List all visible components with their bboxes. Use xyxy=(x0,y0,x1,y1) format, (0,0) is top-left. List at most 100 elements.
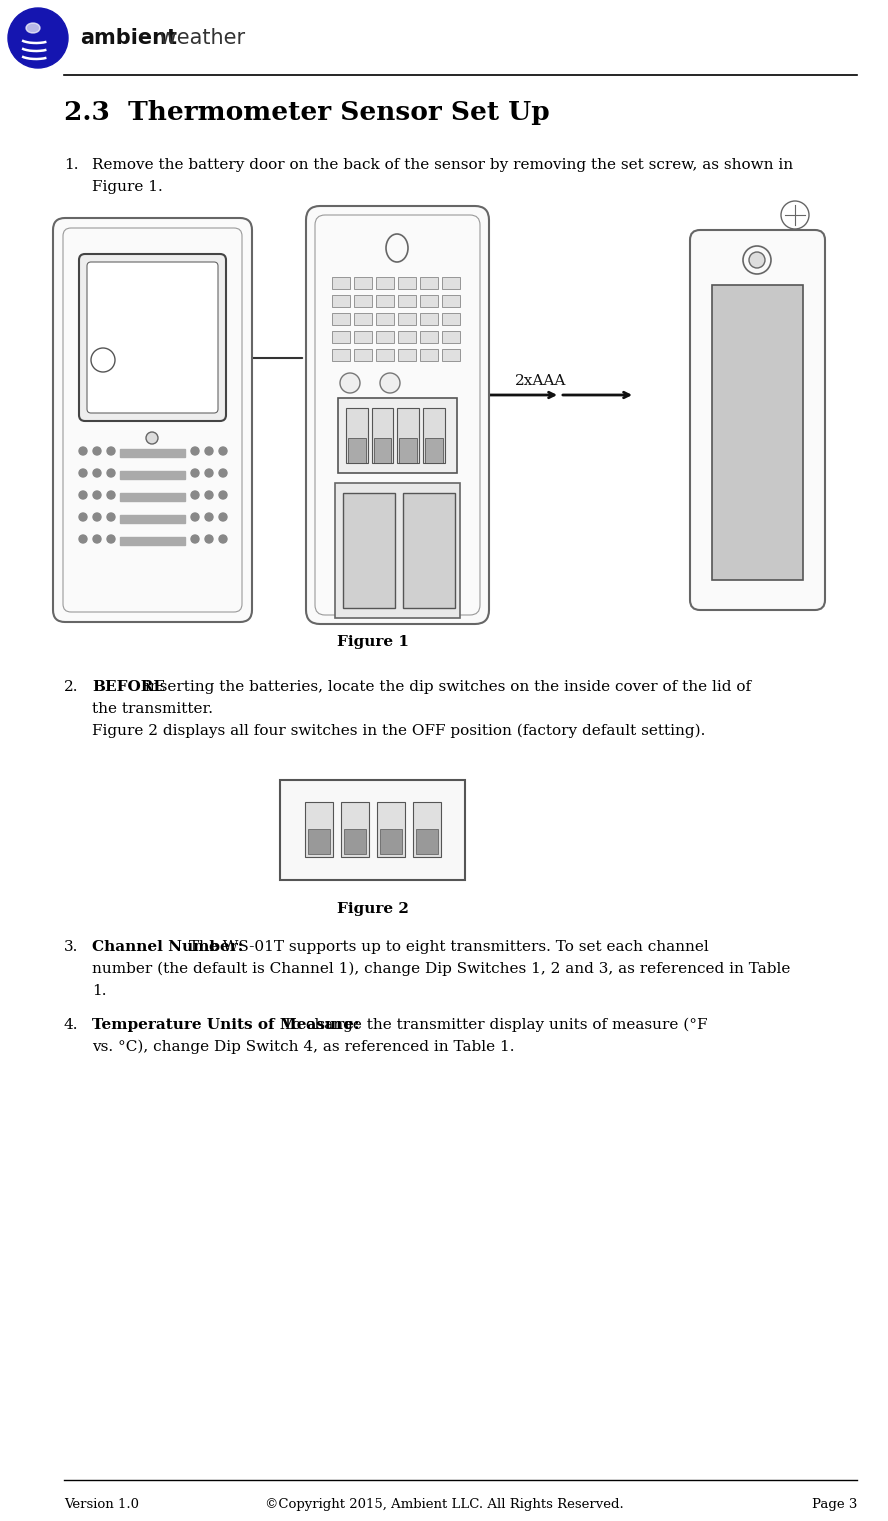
Circle shape xyxy=(79,468,87,478)
Bar xyxy=(442,332,460,344)
Circle shape xyxy=(219,468,227,478)
Bar xyxy=(338,399,457,473)
Circle shape xyxy=(93,535,101,543)
FancyBboxPatch shape xyxy=(690,230,825,610)
Bar xyxy=(354,295,372,307)
Bar xyxy=(344,829,366,853)
Bar xyxy=(376,277,394,289)
Text: Channel Number:: Channel Number: xyxy=(92,940,243,954)
Bar xyxy=(120,493,185,500)
FancyBboxPatch shape xyxy=(87,262,218,414)
Text: Figure 1: Figure 1 xyxy=(337,634,409,649)
Circle shape xyxy=(191,513,199,522)
Text: 1.: 1. xyxy=(92,984,107,998)
Bar xyxy=(308,829,330,853)
Circle shape xyxy=(219,535,227,543)
Bar xyxy=(398,313,416,325)
Bar xyxy=(372,408,393,462)
Circle shape xyxy=(205,513,213,522)
Bar xyxy=(712,284,803,580)
Bar xyxy=(120,472,185,479)
Circle shape xyxy=(191,468,199,478)
Circle shape xyxy=(219,491,227,499)
Bar xyxy=(413,802,441,856)
Text: 3.: 3. xyxy=(64,940,78,954)
Bar xyxy=(420,313,438,325)
Circle shape xyxy=(146,432,158,444)
Circle shape xyxy=(93,468,101,478)
Text: ON: ON xyxy=(344,405,359,415)
Bar xyxy=(420,348,438,360)
Bar xyxy=(376,295,394,307)
Text: ©Copyright 2015, Ambient LLC. All Rights Reserved.: ©Copyright 2015, Ambient LLC. All Rights… xyxy=(265,1498,623,1510)
Circle shape xyxy=(205,468,213,478)
Circle shape xyxy=(93,513,101,522)
Circle shape xyxy=(191,491,199,499)
Bar xyxy=(442,348,460,360)
FancyBboxPatch shape xyxy=(79,254,226,421)
Text: 2.3  Thermometer Sensor Set Up: 2.3 Thermometer Sensor Set Up xyxy=(64,100,550,125)
Bar xyxy=(442,277,460,289)
Bar xyxy=(332,313,350,325)
Circle shape xyxy=(79,447,87,455)
Bar xyxy=(442,295,460,307)
Text: 2.: 2. xyxy=(64,680,78,694)
Text: +: + xyxy=(364,496,375,510)
Bar xyxy=(420,277,438,289)
FancyBboxPatch shape xyxy=(53,218,252,622)
Circle shape xyxy=(380,373,400,392)
Bar xyxy=(420,295,438,307)
Text: Figure 2: Figure 2 xyxy=(337,902,408,916)
Circle shape xyxy=(107,468,115,478)
Bar xyxy=(343,493,395,608)
Text: number (the default is Channel 1), change Dip Switches 1, 2 and 3, as referenced: number (the default is Channel 1), chang… xyxy=(92,961,790,976)
Bar xyxy=(354,348,372,360)
Bar xyxy=(354,332,372,344)
Text: ambient: ambient xyxy=(80,27,177,49)
Bar xyxy=(442,313,460,325)
Circle shape xyxy=(79,513,87,522)
Text: –: – xyxy=(782,332,791,348)
Circle shape xyxy=(749,252,765,268)
Text: LCD: LCD xyxy=(310,351,344,365)
Text: vs. °C), change Dip Switch 4, as referenced in Table 1.: vs. °C), change Dip Switch 4, as referen… xyxy=(92,1040,514,1054)
Text: 2: 2 xyxy=(351,864,359,878)
Bar xyxy=(400,438,417,462)
Text: weather: weather xyxy=(153,27,245,49)
Bar xyxy=(348,438,366,462)
Text: +: + xyxy=(720,301,735,319)
Bar xyxy=(420,332,438,344)
Text: –: – xyxy=(426,593,432,607)
Bar xyxy=(403,493,455,608)
Text: –: – xyxy=(724,541,733,560)
Circle shape xyxy=(107,447,115,455)
Circle shape xyxy=(219,513,227,522)
Text: 3: 3 xyxy=(387,864,395,878)
Text: 1: 1 xyxy=(315,864,323,878)
Text: 2: 2 xyxy=(378,473,385,484)
Circle shape xyxy=(107,491,115,499)
Text: SIZE
AAA: SIZE AAA xyxy=(362,541,376,558)
Text: 39: 39 xyxy=(107,287,157,322)
Text: Temperature Units of Measure:: Temperature Units of Measure: xyxy=(92,1018,360,1033)
Ellipse shape xyxy=(26,23,40,33)
Bar xyxy=(380,829,402,853)
Text: CH: CH xyxy=(118,354,132,365)
Bar xyxy=(332,332,350,344)
Bar xyxy=(341,802,369,856)
Text: 1.: 1. xyxy=(64,158,78,172)
Text: the transmitter.: the transmitter. xyxy=(92,703,213,716)
Bar xyxy=(425,438,443,462)
FancyBboxPatch shape xyxy=(306,205,489,624)
Text: BEFORE: BEFORE xyxy=(92,680,165,694)
Bar xyxy=(374,438,392,462)
Bar xyxy=(354,313,372,325)
Text: Figure 1.: Figure 1. xyxy=(92,179,163,195)
Bar xyxy=(398,332,416,344)
Bar xyxy=(424,408,445,462)
Circle shape xyxy=(107,513,115,522)
Circle shape xyxy=(107,535,115,543)
Text: 4.: 4. xyxy=(64,1018,78,1033)
Text: +: + xyxy=(781,513,793,528)
Circle shape xyxy=(93,447,101,455)
